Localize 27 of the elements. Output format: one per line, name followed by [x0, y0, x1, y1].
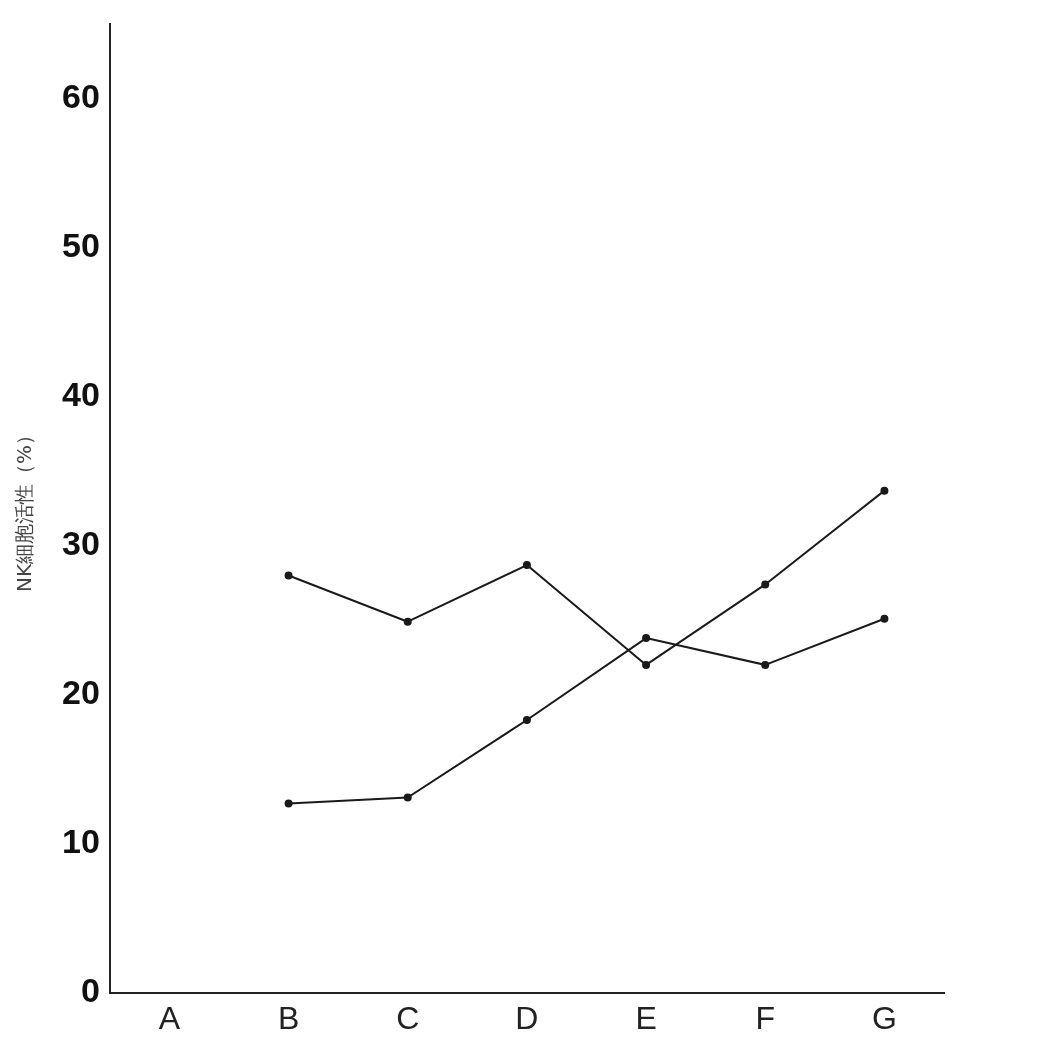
point: [642, 634, 651, 643]
x-tick-label: E: [635, 999, 657, 1036]
point: [403, 793, 412, 802]
point: [403, 617, 412, 626]
point: [284, 571, 293, 580]
y-tick-label: 10: [61, 822, 100, 861]
point: [880, 486, 889, 495]
point: [522, 716, 531, 725]
y-tick-label: 40: [61, 375, 100, 414]
point: [522, 561, 531, 570]
y-axis-title: NK細胞活性（%）: [12, 424, 37, 593]
point: [642, 660, 651, 669]
x-tick-label: B: [277, 999, 300, 1036]
point: [880, 614, 889, 623]
point: [761, 580, 770, 589]
point: [761, 660, 770, 669]
x-tick-label: C: [396, 999, 420, 1036]
y-tick-label: 50: [61, 226, 100, 265]
y-tick-label: 30: [61, 524, 100, 563]
y-tick-label: 20: [61, 673, 100, 712]
y-tick-label: 60: [61, 77, 100, 116]
x-tick-label: A: [158, 999, 181, 1036]
x-tick-label: G: [871, 999, 897, 1036]
x-tick-label: D: [515, 999, 539, 1036]
point: [284, 799, 293, 808]
y-tick-label: 0: [80, 970, 100, 1009]
x-tick-label: F: [755, 999, 776, 1036]
